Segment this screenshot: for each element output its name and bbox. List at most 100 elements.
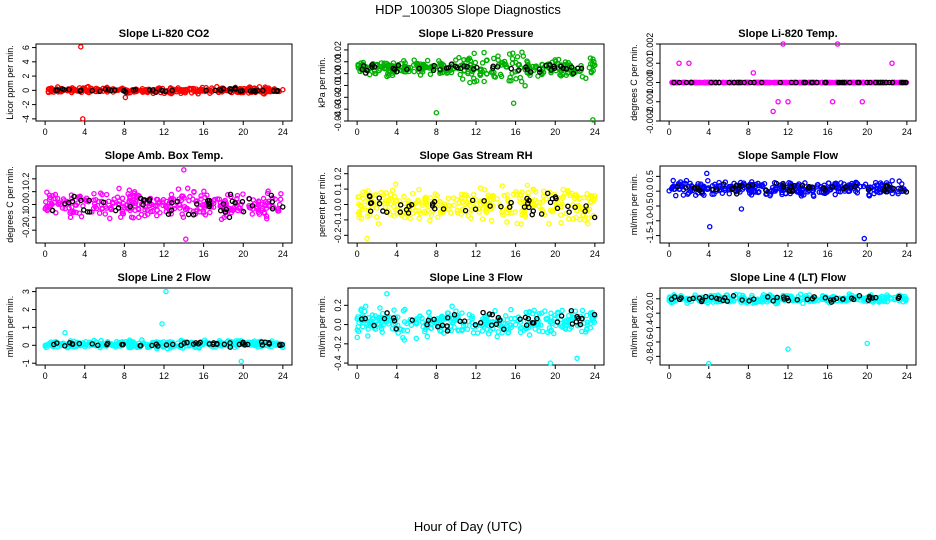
data-point: [535, 321, 542, 328]
data-point: [467, 79, 473, 86]
reference-point: [444, 315, 451, 321]
data-point: [445, 310, 451, 316]
y-tick-label: 0.2: [333, 167, 343, 180]
data-point: [529, 310, 536, 317]
data-point: [354, 334, 361, 341]
data-point: [479, 60, 486, 66]
data-point: [581, 217, 588, 223]
data-point: [424, 57, 431, 64]
data-point: [815, 297, 822, 303]
data-point: [135, 205, 141, 212]
reference-point: [66, 86, 72, 93]
x-tick-label: 20: [862, 371, 872, 381]
reference-point: [537, 69, 543, 75]
data-point: [278, 191, 284, 197]
reference-point: [244, 341, 251, 348]
reference-point: [805, 185, 812, 191]
data-point: [423, 63, 429, 70]
data-point: [547, 207, 554, 214]
reference-point: [566, 209, 572, 215]
reference-point: [548, 67, 554, 73]
data-point: [138, 211, 145, 218]
reference-point: [246, 196, 252, 202]
y-axis-label: ml/min per min.: [5, 296, 15, 358]
data-point: [458, 191, 465, 198]
data-point: [382, 200, 388, 207]
data-point: [197, 87, 203, 93]
data-point: [401, 337, 408, 343]
reference-point: [674, 184, 681, 190]
reference-point: [381, 315, 388, 322]
reference-point: [799, 182, 806, 188]
data-point: [899, 181, 905, 187]
data-point: [584, 319, 591, 326]
reference-point: [87, 209, 93, 215]
data-point: [510, 191, 517, 198]
data-point: [109, 200, 116, 207]
reference-point: [445, 65, 452, 71]
x-tick-label: 16: [511, 249, 521, 259]
data-point: [391, 212, 397, 219]
reference-point: [872, 79, 879, 86]
reference-point: [369, 64, 375, 70]
x-tick-label: 20: [238, 249, 248, 259]
data-point: [772, 188, 778, 194]
reference-point: [193, 340, 199, 346]
data-point: [103, 191, 110, 198]
data-point: [451, 202, 457, 209]
outlier-point: [770, 108, 776, 115]
reference-point: [777, 79, 784, 86]
scatter-series: [355, 181, 598, 242]
reference-point: [903, 189, 910, 195]
reference-point: [801, 79, 807, 86]
x-tick-label: 8: [122, 371, 127, 381]
data-point: [439, 61, 445, 67]
data-point: [532, 326, 538, 332]
reference-point: [788, 79, 795, 86]
data-point: [477, 201, 483, 207]
data-point: [584, 207, 591, 214]
data-point: [816, 79, 822, 86]
y-tick-label: 0.2: [333, 299, 343, 312]
y-tick-label: -0.4: [645, 320, 655, 336]
reference-point: [104, 340, 111, 347]
outlier-point: [80, 116, 86, 122]
data-point: [263, 198, 269, 205]
reference-point: [683, 185, 689, 191]
data-point: [505, 330, 511, 336]
reference-point: [181, 340, 187, 346]
y-tick-label: 3: [21, 289, 31, 294]
data-point: [391, 307, 397, 313]
data-point: [180, 87, 187, 93]
data-point: [177, 202, 183, 208]
x-tick-label: 12: [471, 249, 481, 259]
data-point: [277, 196, 284, 203]
reference-point: [508, 65, 514, 72]
data-point: [547, 319, 553, 325]
y-tick-label: -0.2: [21, 222, 31, 238]
data-point: [900, 186, 906, 192]
data-point: [128, 344, 135, 350]
reference-point: [222, 209, 229, 215]
data-point: [385, 321, 392, 327]
data-point: [532, 188, 539, 195]
data-point: [475, 206, 482, 212]
y-tick-label: 0.0: [645, 293, 655, 306]
data-point: [96, 210, 103, 216]
reference-point: [163, 342, 170, 348]
data-point: [451, 324, 457, 330]
data-point: [539, 310, 545, 316]
data-point: [470, 330, 477, 336]
data-point: [702, 79, 709, 86]
reference-point: [247, 88, 254, 94]
data-point: [413, 321, 420, 327]
data-point: [513, 76, 519, 82]
data-point: [889, 190, 896, 197]
y-tick-label: -0.5: [645, 198, 655, 214]
data-point: [536, 311, 543, 317]
reference-point: [867, 79, 873, 86]
data-point: [494, 333, 500, 340]
reference-point: [397, 202, 404, 208]
reference-point: [271, 88, 277, 94]
